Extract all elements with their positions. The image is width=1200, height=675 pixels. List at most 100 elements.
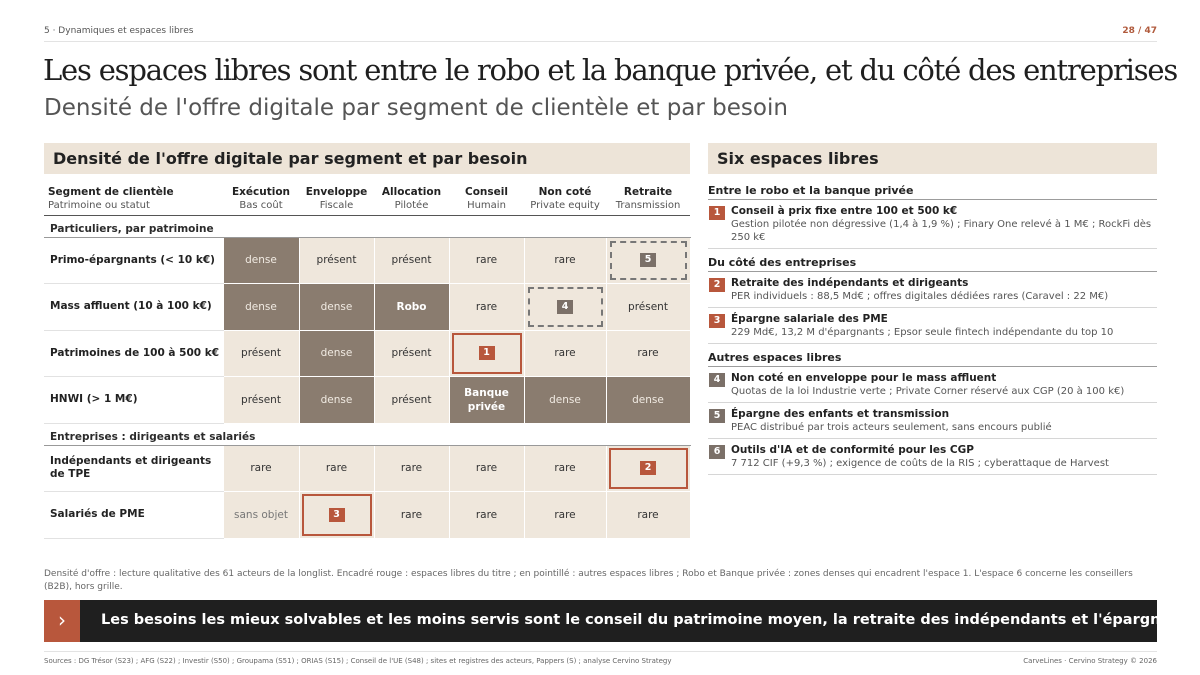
- gap-badge: 4: [557, 299, 573, 314]
- column-sub: Pilotée: [394, 200, 429, 211]
- grid-cell: rare: [449, 283, 525, 331]
- table-row: Mass affluent (10 à 100 k€) dense dense …: [44, 283, 691, 331]
- gap-title: Épargne des enfants et transmission: [731, 408, 950, 420]
- gap-badge: 2: [640, 461, 656, 476]
- column-label: Non coté: [538, 186, 592, 198]
- gap-number-badge: 3: [709, 314, 725, 328]
- gap-number-badge: 1: [709, 206, 725, 220]
- list-item: 5 Épargne des enfants et transmission PE…: [708, 403, 1157, 439]
- key-message-banner: › Les besoins les mieux solvables et les…: [44, 600, 1200, 642]
- grid-cell: rare: [374, 445, 450, 492]
- list-item: 4 Non coté en enveloppe pour le mass aff…: [708, 367, 1157, 403]
- grid-header-row: Segment de clientèle Patrimoine ou statu…: [44, 183, 690, 215]
- table-row: Primo-épargnants (< 10 k€) dense présent…: [44, 237, 691, 284]
- grid-cell: rare: [449, 445, 525, 492]
- sources-text: Sources : DG Trésor (S23) ; AFG (S22) ; …: [44, 657, 672, 665]
- grid-cell: dense: [606, 376, 691, 424]
- gap-title: Épargne salariale des PME: [731, 313, 888, 325]
- grid-cell: présent: [374, 330, 450, 377]
- gap-description: PEAC distribué par trois acteurs seuleme…: [731, 422, 1052, 433]
- gaps-group-label: Du côté des entreprises: [708, 256, 1157, 272]
- list-item: 3 Épargne salariale des PME 229 Md€, 13,…: [708, 308, 1157, 344]
- column-label: Retraite: [623, 186, 673, 198]
- column-label: Exécution: [231, 186, 291, 198]
- grid-cell-banque-privee: Banque privée: [449, 376, 525, 424]
- row-label: Indépendants et dirigeants de TPE: [44, 445, 224, 492]
- density-grid: Segment de clientèle Patrimoine ou statu…: [44, 183, 691, 539]
- gap-number-badge: 5: [709, 409, 725, 423]
- grid-cell: sans objet: [223, 491, 300, 539]
- gap-badge: 1: [478, 346, 495, 361]
- gap-title: Outils d'IA et de conformité pour les CG…: [731, 444, 974, 456]
- grid-cell-gap-5: 5: [606, 237, 691, 284]
- grid-cell: dense: [299, 330, 375, 377]
- page-number: 28 / 47: [1122, 26, 1157, 36]
- grid-cell: dense: [299, 376, 375, 424]
- grid-cell: dense: [524, 376, 607, 424]
- gap-description: PER individuels : 88,5 Md€ ; offres digi…: [731, 291, 1109, 302]
- gap-number-badge: 4: [709, 373, 725, 387]
- segment-header-sub: Patrimoine ou statut: [48, 200, 150, 211]
- column-label: Conseil: [465, 186, 508, 198]
- grid-cell-robo: Robo: [374, 283, 450, 331]
- list-item: 2 Retraite des indépendants et dirigeant…: [708, 272, 1157, 308]
- dashed-frame: [609, 240, 687, 280]
- left-panel-heading: Densité de l'offre digitale par segment …: [44, 143, 690, 174]
- gap-description: Gestion pilotée non dégressive (1,4 à 1,…: [731, 219, 1152, 243]
- grid-cell: rare: [449, 491, 525, 539]
- grid-cell-gap-3: 3: [299, 491, 375, 539]
- grid-cell-gap-4: 4: [524, 283, 607, 331]
- list-item: 6 Outils d'IA et de conformité pour les …: [708, 439, 1157, 475]
- grid-cell: rare: [223, 445, 300, 492]
- gap-number-badge: 2: [709, 278, 725, 292]
- section-label: 5 · Dynamiques et espaces libres: [44, 26, 194, 36]
- grid-cell: rare: [524, 330, 607, 377]
- grid-cell: rare: [374, 491, 450, 539]
- table-row: Salariés de PME sans objet 3 rare rare r…: [44, 491, 691, 539]
- grid-cell: rare: [524, 491, 607, 539]
- red-frame: [608, 447, 688, 489]
- column-header: Exécution Bas coût: [223, 183, 299, 215]
- table-row: Patrimoines de 100 à 500 k€ présent dens…: [44, 330, 691, 377]
- credit-text: CarveLines · Cervino Strategy © 2026: [1023, 657, 1157, 665]
- gaps-list: Entre le robo et la banque privée 1 Cons…: [708, 184, 1157, 475]
- column-header: Non coté Private equity: [524, 183, 606, 215]
- table-row: Indépendants et dirigeants de TPE rare r…: [44, 445, 691, 492]
- gaps-group-label: Entre le robo et la banque privée: [708, 184, 1157, 200]
- gap-description: 7 712 CIF (+9,3 %) ; exigence de coûts d…: [731, 458, 1109, 469]
- gap-title: Conseil à prix fixe entre 100 et 500 k€: [731, 205, 958, 217]
- column-header: Allocation Pilotée: [374, 183, 449, 215]
- grid-cell: présent: [299, 237, 375, 284]
- row-label: Primo-épargnants (< 10 k€): [44, 237, 224, 284]
- chevron-right-icon: ›: [44, 600, 80, 642]
- grid-cell: présent: [374, 237, 450, 284]
- red-frame: [301, 494, 372, 536]
- segment-column-header: Segment de clientèle Patrimoine ou statu…: [44, 183, 223, 215]
- group-row-entreprises: Entreprises : dirigeants et salariés: [44, 423, 690, 446]
- grid-cell: rare: [524, 445, 607, 492]
- gap-title: Non coté en enveloppe pour le mass afflu…: [731, 372, 997, 384]
- grid-cell: dense: [223, 237, 300, 284]
- column-label: Enveloppe: [305, 186, 368, 198]
- group-label: Particuliers, par patrimoine: [44, 215, 690, 238]
- grid-cell: présent: [223, 376, 300, 424]
- row-label: Patrimoines de 100 à 500 k€: [44, 330, 224, 377]
- group-label: Entreprises : dirigeants et salariés: [44, 423, 690, 446]
- gap-description: Quotas de la loi Industrie verte ; Priva…: [731, 386, 1125, 397]
- column-sub: Transmission: [615, 200, 681, 211]
- key-message-text: Les besoins les mieux solvables et les m…: [101, 612, 1200, 628]
- row-label: Mass affluent (10 à 100 k€): [44, 283, 224, 331]
- grid-cell: rare: [606, 330, 691, 377]
- grid-cell: présent: [223, 330, 300, 377]
- grid-cell: dense: [223, 283, 300, 331]
- gaps-group-label: Autres espaces libres: [708, 351, 1157, 367]
- footer: Sources : DG Trésor (S23) ; AFG (S22) ; …: [44, 651, 1157, 665]
- gap-badge: 3: [328, 507, 345, 522]
- grid-cell-gap-2: 2: [606, 445, 691, 492]
- grid-cell: rare: [524, 237, 607, 284]
- right-panel-heading: Six espaces libres: [708, 143, 1157, 174]
- column-label: Allocation: [381, 186, 442, 198]
- segment-header-label: Segment de clientèle: [48, 186, 174, 198]
- dashed-frame: [527, 287, 603, 327]
- row-label: Salariés de PME: [44, 491, 224, 539]
